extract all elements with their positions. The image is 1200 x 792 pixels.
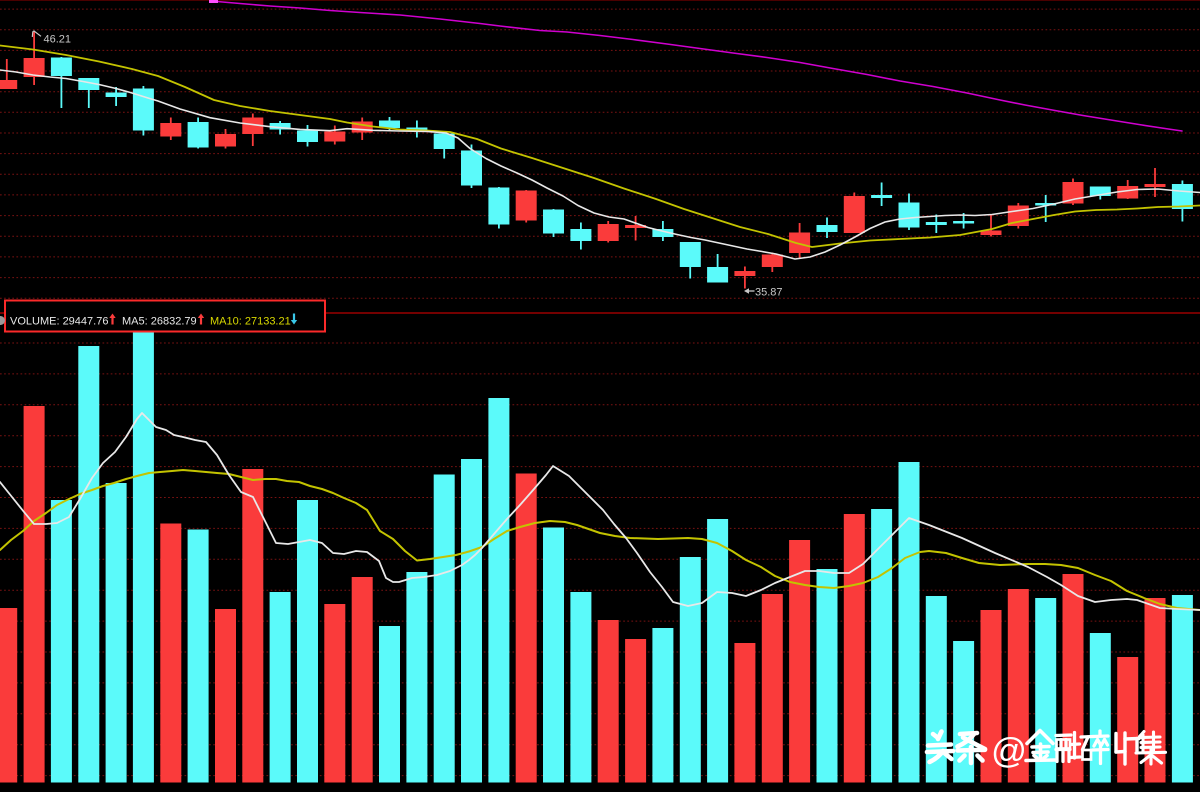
svg-text:MA10: 27133.21: MA10: 27133.21 (210, 316, 291, 328)
svg-text:@: @ (991, 731, 1027, 771)
svg-text:MA5: 26832.79: MA5: 26832.79 (122, 316, 197, 328)
svg-text:46.21: 46.21 (44, 33, 72, 45)
svg-text:VOLUME: 29447.76: VOLUME: 29447.76 (10, 316, 108, 328)
svg-text:35.87: 35.87 (755, 287, 783, 299)
